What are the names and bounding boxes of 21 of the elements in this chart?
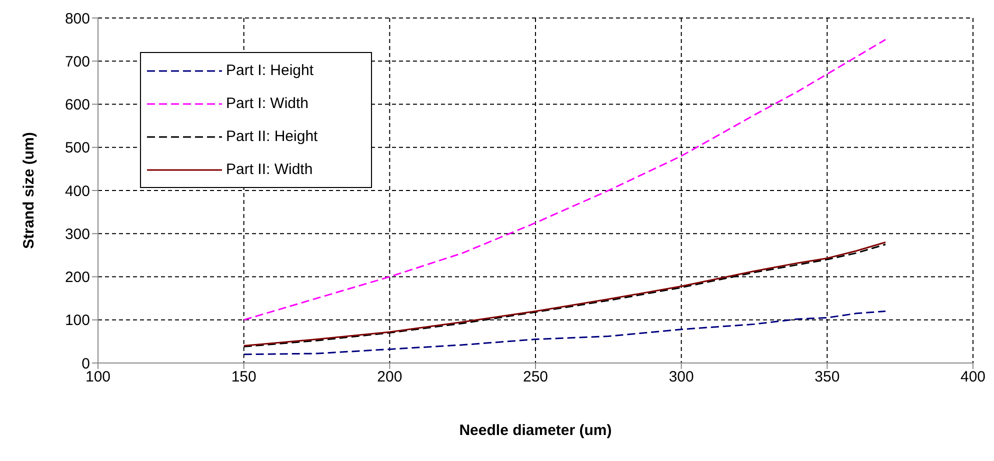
line-series [243,310,886,356]
x-tick-label: 350 [814,368,840,386]
x-tick-label: 400 [960,368,986,386]
y-tick-label: 500 [64,140,90,157]
y-tick-label: 200 [64,269,90,286]
x-tick-label: 150 [231,368,256,386]
x-axis-title: Needle diameter (um) [459,422,612,439]
y-tick-label: 700 [64,53,90,70]
y-tick-label: 400 [64,182,90,200]
x-tick-label: 200 [377,368,402,386]
y-tick-label: 800 [64,10,90,28]
y-tick-label: 100 [64,312,90,330]
legend-label: Part I: Height [226,62,314,79]
legend-label: Part II: Width [226,161,313,178]
x-tick-label: 250 [522,368,548,386]
y-tick-label: 300 [64,226,90,243]
x-tick-label: 300 [668,368,694,386]
legend-label: Part II: Height [226,128,318,145]
y-axis-title: Strand size (um) [20,132,38,249]
legend-label: Part I: Width [226,95,309,112]
y-tick-label: 600 [64,96,90,114]
